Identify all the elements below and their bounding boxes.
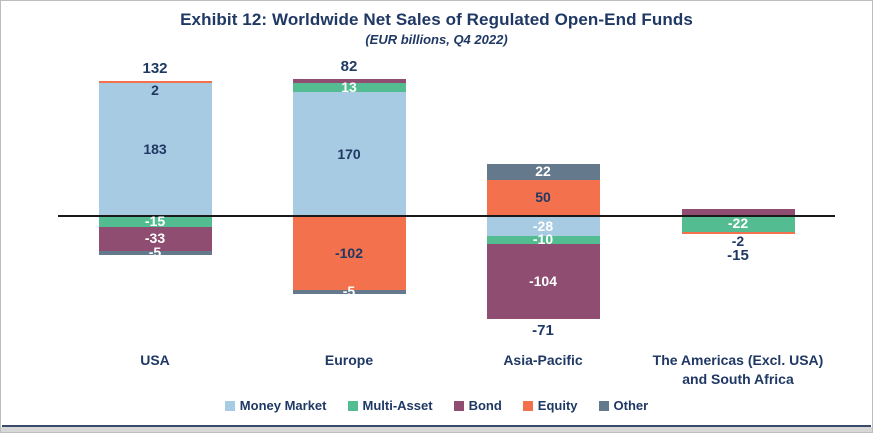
legend-color-swatch-bond [453, 400, 464, 411]
bar-segment-asia-pacific-bond [486, 243, 600, 320]
segment-value-label-usa-bond: -33 [144, 230, 166, 247]
category-label-europe: Europe [324, 352, 374, 368]
bar-segment-usa-equity [98, 81, 212, 83]
segment-value-label-asia-pacific-money-market: -28 [532, 217, 554, 234]
legend-label-other: Other [613, 398, 649, 413]
bar-segment-asia-pacific-multi-asset [486, 236, 600, 244]
segment-value-label-asia-pacific-bond: -104 [528, 272, 558, 289]
legend-color-swatch-other [598, 400, 609, 411]
bar-segment-europe-multi-asset [292, 82, 406, 93]
segment-value-label-europe-money-market: 170 [337, 145, 361, 162]
legend: Money Market Multi-Asset Bond Equity Other [1, 398, 872, 413]
bar-segment-europe-equity [292, 216, 406, 291]
bar-segment-asia-pacific-other [486, 163, 600, 180]
bar-segment-asia-pacific-money-market [486, 216, 600, 237]
legend-color-swatch-multi-asset [347, 400, 358, 411]
bottom-rule [2, 425, 871, 427]
bar-total-usa: 132 [142, 60, 168, 78]
category-label-asia-pacific: Asia-Pacific [503, 352, 583, 368]
legend-item-bond: Bond [453, 398, 502, 413]
legend-label-bond: Bond [468, 398, 502, 413]
chart-subtitle: (EUR billions, Q4 2022) [365, 32, 508, 47]
legend-color-swatch-money-market [224, 400, 235, 411]
bar-segment-usa-money-market [98, 82, 212, 216]
bar-total-the-americas-excl-usa-and-south-africa: -15 [727, 246, 749, 264]
legend-label-multi-asset: Multi-Asset [362, 398, 433, 413]
segment-value-label-asia-pacific-other: 22 [535, 163, 551, 180]
chart-title: Exhibit 12: Worldwide Net Sales of Regul… [180, 10, 693, 29]
bar-segment-europe-other [292, 290, 406, 294]
legend-item-multi-asset: Multi-Asset [347, 398, 433, 413]
bar-total-asia-pacific: -71 [532, 322, 554, 340]
legend-label-money-market: Money Market [239, 398, 327, 413]
category-label-usa: USA [140, 352, 170, 368]
segment-value-label-asia-pacific-equity: 50 [535, 189, 551, 206]
legend-label-equity: Equity [537, 398, 578, 413]
segment-value-label-usa-multi-asset: -15 [144, 212, 166, 229]
segment-value-label-usa-money-market: 183 [143, 140, 167, 157]
bar-segment-usa-other [98, 250, 212, 255]
segment-value-label-the-americas-excl-usa-and-south-africa-equity: -2 [731, 232, 745, 249]
legend-item-other: Other [598, 398, 649, 413]
segment-value-label-europe-multi-asset: 13 [341, 79, 357, 96]
category-label-the-americas-excl-usa-and-south-africa: The Americas (Excl. USA) and South Afric… [652, 352, 824, 387]
segment-value-label-asia-pacific-multi-asset: -10 [532, 231, 554, 248]
legend-item-money-market: Money Market [224, 398, 327, 413]
bar-segment-usa-bond [98, 226, 212, 251]
bar-segment-the-americas-excl-usa-and-south-africa-equity [681, 231, 795, 234]
bar-segment-asia-pacific-equity [486, 179, 600, 216]
bottom-strip [1, 427, 872, 432]
bar-segment-europe-bond [292, 78, 406, 83]
bar-segment-the-americas-excl-usa-and-south-africa-bond [681, 209, 795, 216]
segment-value-label-the-americas-excl-usa-and-south-africa-multi-asset: -22 [727, 215, 749, 232]
bar-segment-europe-money-market [292, 92, 406, 216]
segment-value-label-usa-other: -5 [148, 244, 162, 261]
bar-segment-usa-multi-asset [98, 216, 212, 227]
bar-segment-the-americas-excl-usa-and-south-africa-multi-asset [681, 216, 795, 232]
legend-color-swatch-equity [522, 400, 533, 411]
legend-item-equity: Equity [522, 398, 578, 413]
segment-value-label-usa-equity: 2 [151, 81, 159, 98]
segment-value-label-europe-other: -5 [342, 283, 356, 300]
zero-axis-line [58, 215, 835, 217]
bar-total-europe: 82 [340, 57, 358, 75]
segment-value-label-europe-equity: -102 [334, 244, 364, 261]
